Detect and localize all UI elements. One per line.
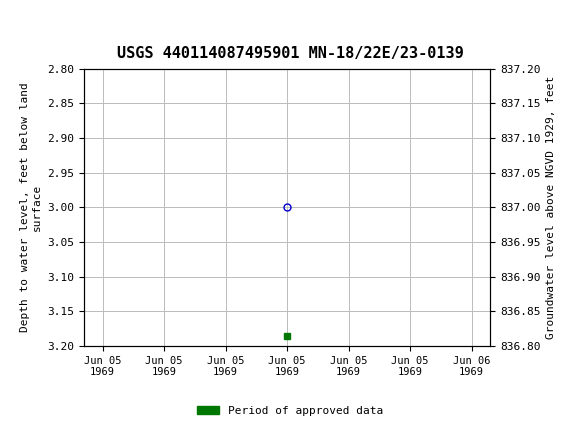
Legend: Period of approved data: Period of approved data: [193, 401, 387, 420]
Text: USGS 440114087495901 MN-18/22E/23-0139: USGS 440114087495901 MN-18/22E/23-0139: [117, 46, 463, 61]
Text: ≡USGS: ≡USGS: [9, 9, 63, 27]
Y-axis label: Depth to water level, feet below land
surface: Depth to water level, feet below land su…: [20, 83, 42, 332]
Y-axis label: Groundwater level above NGVD 1929, feet: Groundwater level above NGVD 1929, feet: [546, 76, 556, 339]
